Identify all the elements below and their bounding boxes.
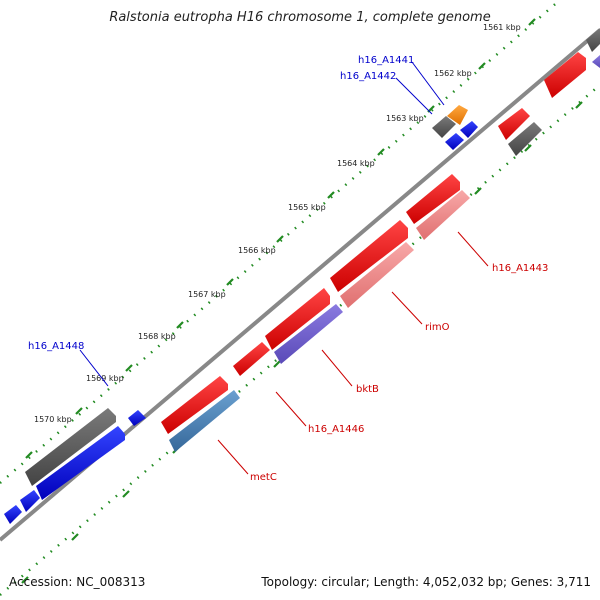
reverse-strand-features bbox=[4, 55, 600, 524]
gene-feature[interactable] bbox=[498, 108, 530, 140]
gene-feature-metc[interactable] bbox=[169, 390, 240, 452]
gene-feature[interactable] bbox=[460, 121, 478, 138]
major-tick bbox=[75, 407, 83, 415]
gene-label-metc[interactable]: metC bbox=[250, 472, 277, 483]
tick-labels: 1561 kbp 1562 kbp 1563 kbp 1564 kbp 1565… bbox=[34, 23, 521, 424]
gene-feature[interactable] bbox=[330, 220, 408, 292]
outer-tick-ring bbox=[0, 0, 561, 484]
leader-h16-a1442 bbox=[395, 77, 433, 115]
gene-label-h16-a1441[interactable]: h16_A1441 bbox=[358, 55, 414, 66]
tick-label-1562: 1562 kbp bbox=[434, 69, 472, 78]
gene-labels: h16_A1441 h16_A1442 h16_A1443 rimO bktB … bbox=[28, 55, 548, 483]
tick-label-1570: 1570 kbp bbox=[34, 415, 72, 424]
leader-h16-a1448 bbox=[79, 349, 109, 387]
major-tick bbox=[575, 101, 583, 109]
major-tick bbox=[273, 360, 281, 368]
tick-label-1561: 1561 kbp bbox=[483, 23, 521, 32]
gene-feature[interactable] bbox=[592, 55, 600, 68]
gene-feature[interactable] bbox=[508, 122, 542, 156]
gene-label-h16-a1443[interactable]: h16_A1443 bbox=[492, 263, 548, 274]
major-tick bbox=[125, 364, 133, 372]
tick-label-1569: 1569 kbp bbox=[86, 374, 124, 383]
leader-h16-a1446 bbox=[275, 391, 307, 427]
major-tick bbox=[176, 321, 184, 329]
gene-feature[interactable] bbox=[445, 133, 464, 150]
tick-label-1563: 1563 kbp bbox=[386, 114, 424, 123]
gene-feature[interactable] bbox=[233, 342, 270, 376]
gene-feature-h16-a1441[interactable] bbox=[447, 105, 468, 125]
gene-feature[interactable] bbox=[406, 174, 460, 224]
genome-summary-text: Topology: circular; Length: 4,052,032 bp… bbox=[261, 575, 591, 589]
leader-lines bbox=[79, 61, 489, 475]
major-tick bbox=[377, 148, 385, 156]
leader-h16-a1441 bbox=[411, 61, 445, 106]
gene-feature-rimo[interactable] bbox=[340, 242, 414, 308]
gene-label-bktb[interactable]: bktB bbox=[356, 384, 379, 395]
gene-feature[interactable] bbox=[586, 28, 600, 52]
major-tick bbox=[524, 144, 532, 152]
tick-label-1564: 1564 kbp bbox=[337, 159, 375, 168]
map-title: Ralstonia eutropha H16 chromosome 1, com… bbox=[109, 10, 491, 25]
tick-label-1567: 1567 kbp bbox=[188, 290, 226, 299]
gene-feature[interactable] bbox=[265, 288, 330, 350]
inner-tick-ring bbox=[0, 84, 600, 596]
gene-label-rimo[interactable]: rimO bbox=[425, 322, 450, 333]
major-tick bbox=[122, 490, 130, 498]
gene-feature-h16-a1443[interactable] bbox=[416, 190, 470, 240]
leader-bktb bbox=[321, 349, 353, 387]
tick-label-1568: 1568 kbp bbox=[138, 332, 176, 341]
major-tick bbox=[478, 62, 486, 70]
gene-label-h16-a1446[interactable]: h16_A1446 bbox=[308, 424, 364, 435]
gene-feature[interactable] bbox=[4, 505, 22, 524]
accession-text: Accession: NC_008313 bbox=[9, 575, 146, 589]
gene-label-h16-a1448[interactable]: h16_A1448 bbox=[28, 341, 84, 352]
gene-feature[interactable] bbox=[20, 490, 40, 512]
tick-label-1565: 1565 kbp bbox=[288, 203, 326, 212]
gene-feature-bktb[interactable] bbox=[274, 304, 343, 364]
gene-feature[interactable] bbox=[161, 376, 228, 434]
forward-strand-features bbox=[25, 28, 600, 486]
gene-feature[interactable] bbox=[544, 52, 586, 98]
major-tick bbox=[21, 576, 29, 584]
leader-metc bbox=[217, 439, 249, 475]
leader-h16-a1443 bbox=[457, 231, 489, 267]
major-tick bbox=[226, 278, 234, 286]
gene-feature-h16-a1442[interactable] bbox=[432, 116, 456, 138]
gene-feature-h16-a1448[interactable] bbox=[25, 408, 116, 486]
gene-label-h16-a1442[interactable]: h16_A1442 bbox=[340, 71, 396, 82]
major-tick bbox=[276, 235, 284, 243]
gene-feature[interactable] bbox=[36, 426, 125, 500]
major-tick bbox=[327, 191, 335, 199]
leader-rimo bbox=[391, 291, 423, 325]
major-tick bbox=[25, 451, 33, 459]
tick-label-1566: 1566 kbp bbox=[238, 246, 276, 255]
major-tick bbox=[474, 187, 482, 195]
outer-major-ticks bbox=[25, 18, 536, 459]
major-tick bbox=[528, 18, 536, 26]
major-tick bbox=[71, 533, 79, 541]
gene-feature[interactable] bbox=[128, 410, 146, 426]
